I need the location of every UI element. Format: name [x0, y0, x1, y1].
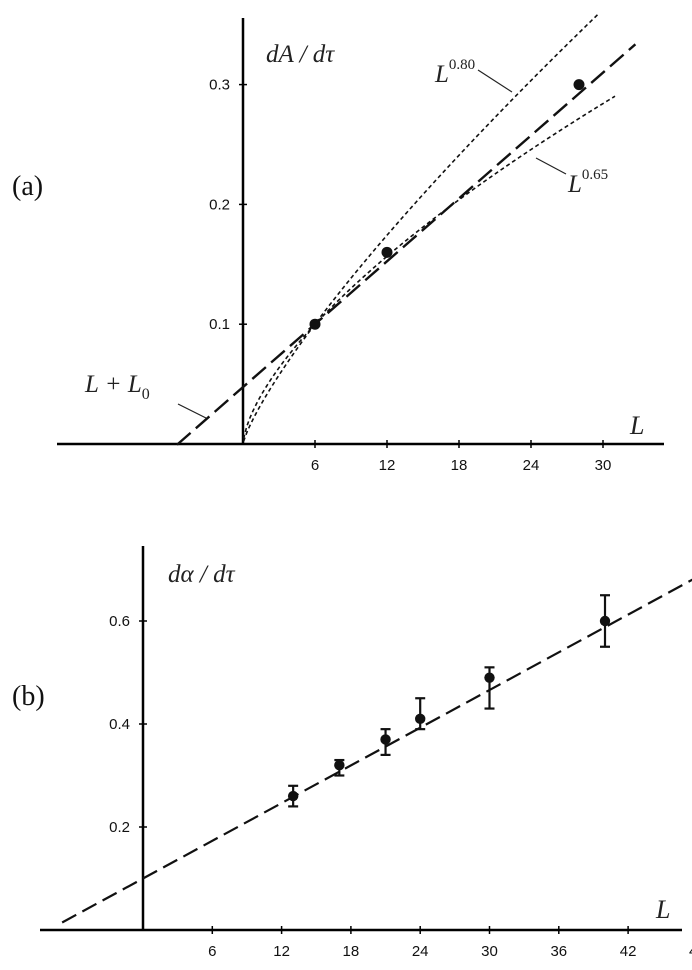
data-point	[380, 734, 391, 745]
x-tick-label: 6	[208, 943, 216, 960]
x-tick-label: 12	[379, 457, 396, 474]
panel-b-label: (b)	[12, 681, 45, 712]
panel-a-label: (a)	[12, 171, 43, 202]
label-L-plus-L0: L + L0	[84, 371, 150, 403]
label-L-080: L0.80	[434, 57, 475, 88]
leader-L-080	[477, 69, 513, 93]
x-tick-label: 48	[689, 943, 692, 960]
y-tick-label: 0.2	[209, 196, 230, 213]
series-curve-L-065	[242, 95, 616, 439]
y-tick-label: 0.3	[209, 77, 230, 94]
leader-L-plus-L0	[177, 403, 207, 419]
panel-a-y-axis-label: dA / dτ	[266, 41, 335, 68]
panel-a-x-axis-label: L	[629, 411, 644, 440]
x-tick-label: 6	[311, 457, 319, 474]
y-tick-label: 0.6	[109, 613, 130, 630]
data-point	[484, 672, 495, 683]
x-tick-label: 24	[412, 943, 429, 960]
panel-b-x-axis-label: L	[655, 895, 670, 924]
y-tick-label: 0.4	[109, 716, 130, 733]
panel-b: (b) dα / dτ L 0.2 0.4 0.6 6 12 18 24 30 36 42 48	[12, 546, 692, 960]
y-tick-label: 0.2	[109, 819, 130, 836]
data-point	[573, 79, 585, 91]
leader-L-065	[535, 157, 567, 175]
data-point	[381, 246, 393, 258]
x-tick-label: 36	[550, 943, 567, 960]
x-tick-label: 30	[595, 457, 612, 474]
series-curve-L-080	[242, 13, 599, 442]
data-point	[599, 615, 611, 627]
x-tick-label: 30	[481, 943, 498, 960]
x-tick-label: 18	[343, 943, 360, 960]
data-point	[334, 760, 345, 771]
data-point	[287, 790, 299, 802]
panel-b-y-axis-label: dα / dτ	[168, 561, 236, 588]
series-line-L-plus-L0	[176, 43, 637, 446]
x-tick-label: 12	[273, 943, 290, 960]
data-point	[309, 318, 321, 330]
x-tick-label: 24	[523, 457, 540, 474]
series-line-fit	[61, 578, 692, 924]
x-tick-label: 18	[451, 457, 468, 474]
panel-a: (a) dA / dτ L 0.1 0.2 0.3 6 12 18 24 30 L + L0…	[12, 13, 664, 474]
y-tick-label: 0.1	[209, 316, 230, 333]
data-point	[415, 713, 426, 725]
x-tick-label: 42	[620, 943, 637, 960]
label-L-065: L0.65	[567, 167, 608, 198]
